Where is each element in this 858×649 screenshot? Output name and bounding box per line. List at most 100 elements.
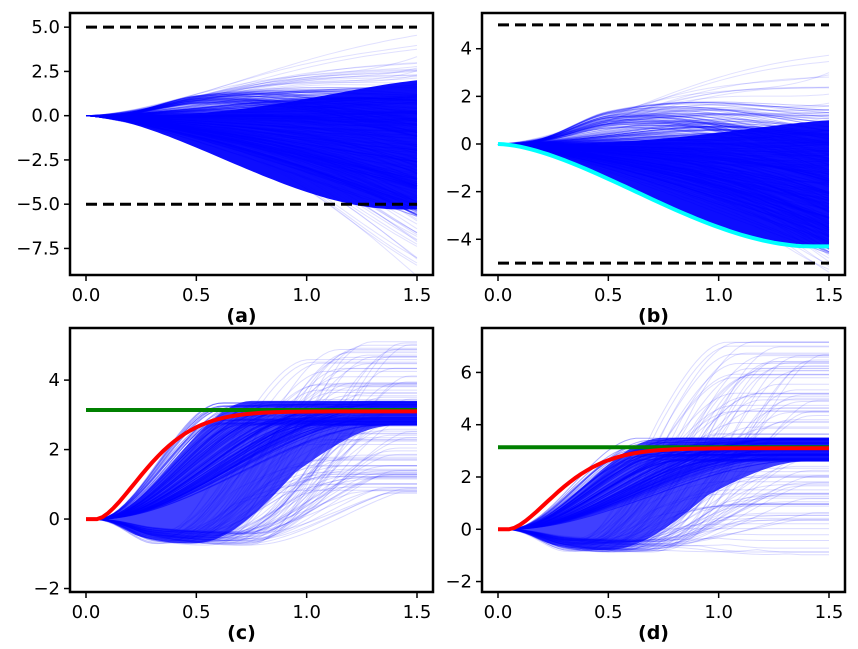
trajectory-curve bbox=[497, 86, 830, 145]
trajectory-curve bbox=[498, 103, 830, 145]
x-tick-label: 1.5 bbox=[815, 285, 844, 306]
axes-frame bbox=[68, 11, 435, 277]
trajectory-curve bbox=[85, 70, 418, 117]
axes-frame bbox=[480, 326, 847, 594]
trajectory-curve bbox=[497, 54, 830, 145]
panel-b: 0.0 0.5 1.0 1.5 4 2 0 −2 −4 (b) bbox=[445, 11, 847, 327]
x-tick-label: 1.0 bbox=[292, 285, 321, 306]
trajectory-curve bbox=[498, 102, 830, 145]
y-tick-label: 2.5 bbox=[31, 61, 60, 82]
trajectory-curve bbox=[498, 113, 830, 145]
y-tick-label: 0 bbox=[49, 509, 60, 530]
y-tick-label: 4 bbox=[49, 370, 60, 391]
plot-area bbox=[86, 341, 417, 546]
y-tick-label: −4 bbox=[445, 229, 472, 250]
trajectory-curve bbox=[85, 56, 418, 117]
trajectory-curve bbox=[85, 84, 418, 117]
trajectory-core-band bbox=[86, 400, 417, 544]
highlight-curve bbox=[498, 446, 829, 532]
y-tick-label: −2 bbox=[33, 579, 60, 600]
trajectory-curve bbox=[85, 68, 418, 117]
trajectory-curve bbox=[497, 115, 830, 145]
plot-area bbox=[85, 25, 418, 275]
y-tick-label: 2 bbox=[461, 467, 472, 488]
trajectory-curve bbox=[85, 34, 418, 117]
trajectory-curve bbox=[86, 84, 418, 117]
x-tick-label: 0.0 bbox=[484, 602, 513, 623]
trajectory-curve bbox=[498, 110, 830, 145]
trajectory-curve bbox=[497, 107, 830, 145]
x-tick-label: 1.5 bbox=[403, 602, 432, 623]
y-tick-label: 5.0 bbox=[31, 17, 60, 38]
panel-label: (b) bbox=[638, 305, 669, 327]
plot-area bbox=[498, 341, 829, 556]
panel-label: (d) bbox=[638, 622, 669, 644]
trajectory-curve bbox=[498, 116, 830, 145]
trajectory-curve bbox=[85, 62, 418, 117]
x-tick-label: 1.0 bbox=[704, 285, 733, 306]
y-tick-label: 0.0 bbox=[31, 106, 60, 127]
y-tick-label: −2 bbox=[445, 182, 472, 203]
trajectory-curve bbox=[497, 93, 830, 145]
x-tick-label: 1.0 bbox=[704, 602, 733, 623]
trajectory-fan bbox=[498, 341, 829, 556]
x-tick-label: 0.5 bbox=[594, 285, 623, 306]
trajectory-curve bbox=[498, 114, 830, 145]
trajectory-curve bbox=[85, 67, 418, 117]
y-tick-label: −5.0 bbox=[16, 194, 60, 215]
trajectory-curve bbox=[497, 121, 830, 145]
trajectory-fan bbox=[86, 341, 417, 546]
x-tick-label: 0.0 bbox=[72, 285, 101, 306]
trajectory-curve bbox=[86, 84, 418, 117]
trajectory-curve bbox=[497, 87, 830, 145]
trajectory-core-band bbox=[498, 120, 829, 246]
trajectory-curve bbox=[85, 74, 417, 117]
trajectory-curve bbox=[497, 76, 830, 145]
trajectory-curve bbox=[498, 113, 830, 145]
trajectory-curve bbox=[497, 112, 830, 145]
trajectory-curve bbox=[497, 86, 829, 145]
trajectory-curve bbox=[498, 101, 830, 145]
x-tick-label: 0.5 bbox=[182, 602, 211, 623]
axes-frame bbox=[68, 326, 435, 594]
trajectory-curve bbox=[498, 109, 830, 145]
trajectory-curve bbox=[85, 74, 418, 117]
panel-label: (c) bbox=[227, 622, 256, 644]
trajectory-core-band bbox=[498, 437, 829, 551]
x-tick-label: 0.0 bbox=[484, 285, 513, 306]
trajectory-curve bbox=[497, 102, 830, 145]
x-tick-label: 1.0 bbox=[292, 602, 321, 623]
trajectory-curve bbox=[85, 74, 418, 117]
trajectory-curve bbox=[85, 69, 418, 117]
trajectory-curve bbox=[497, 107, 830, 145]
highlight-curve bbox=[497, 142, 829, 249]
trajectory-curve bbox=[498, 106, 830, 145]
trajectory-curve bbox=[85, 87, 418, 117]
y-tick-label: 0 bbox=[461, 519, 472, 540]
y-tick-label: 0 bbox=[461, 134, 472, 155]
trajectory-curve bbox=[85, 65, 418, 117]
trajectory-curve bbox=[85, 62, 418, 117]
trajectory-fan bbox=[85, 34, 418, 275]
y-tick-label: 4 bbox=[461, 39, 472, 60]
trajectory-curve bbox=[85, 70, 418, 117]
x-tick-label: 1.5 bbox=[403, 285, 432, 306]
trajectory-curve bbox=[497, 118, 830, 145]
trajectory-curve bbox=[497, 109, 830, 145]
trajectory-curve bbox=[85, 76, 418, 117]
trajectory-curve bbox=[498, 101, 830, 145]
trajectory-curve bbox=[85, 69, 418, 117]
trajectory-fan bbox=[497, 54, 830, 273]
panel-label: (a) bbox=[226, 305, 256, 327]
plot-area bbox=[497, 23, 830, 273]
trajectory-curve bbox=[497, 61, 830, 145]
trajectory-curve bbox=[498, 112, 830, 145]
trajectory-curve bbox=[497, 72, 830, 145]
y-tick-label: 2 bbox=[49, 440, 60, 461]
x-tick-label: 1.5 bbox=[815, 602, 844, 623]
trajectory-curve bbox=[497, 104, 830, 145]
panel-d: 0.0 0.5 1.0 1.5 6 4 2 0 −2 (d) bbox=[445, 326, 847, 644]
trajectory-curve bbox=[498, 107, 830, 145]
y-tick-label: 6 bbox=[461, 362, 472, 383]
